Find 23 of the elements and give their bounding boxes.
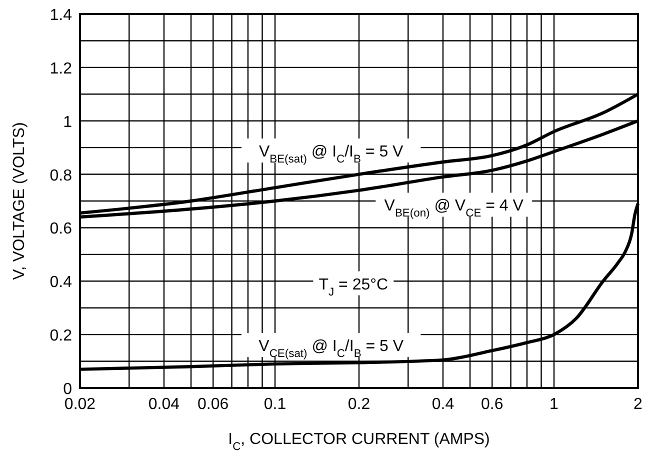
y-tick-label: 0.4 (50, 274, 72, 292)
y-axis-title: V, VOLTAGE (VOLTS) (11, 122, 28, 280)
x-tick-label: 1 (550, 396, 559, 413)
x-tick-label: 0.1 (264, 396, 286, 413)
x-tick-label: 0.6 (480, 396, 504, 413)
x-tick-label: 0.02 (64, 396, 96, 413)
y-tick-label: 1.4 (50, 7, 72, 24)
annotation: V$_{BE(on)}$ @ V$_{CE}$ = 4 V (384, 198, 524, 220)
x-axis-title: I$_{C}$, COLLECTOR CURRENT (AMPS) (228, 431, 490, 453)
y-tick-label: 0.2 (50, 328, 72, 345)
y-tick-label: 1 (63, 114, 72, 131)
y-tick-label: 1.2 (50, 60, 72, 78)
y-tick-label: 0.8 (50, 167, 72, 184)
annotation: V$_{BE(sat)}$ @ I$_{C}$/I$_{B}$ = 5 V (258, 144, 404, 166)
y-tick-label: 0 (63, 381, 72, 398)
annotation: V$_{CE(sat)}$ @ I$_{C}$/I$_{B}$ = 5 V (258, 338, 404, 360)
x-tick-label: 0.2 (348, 396, 370, 413)
y-tick-label: 0.6 (50, 220, 72, 238)
x-tick-label: 0.06 (198, 396, 229, 413)
x-tick-label: 2 (634, 396, 643, 413)
x-tick-label: 0.04 (148, 396, 180, 413)
x-tick-label: 0.4 (432, 396, 454, 413)
annotation: T$_{J}$ = 25°C (318, 276, 388, 298)
